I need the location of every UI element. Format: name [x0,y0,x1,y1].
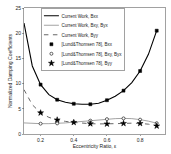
svg-text:Current Work, Byy: Current Work, Byy [61,33,98,38]
svg-text:0.4: 0.4 [70,137,77,143]
svg-text:Normalized Damping Coefficient: Normalized Damping Coefficients [7,33,13,108]
svg-text:Current Work, Bxx: Current Work, Bxx [61,14,98,19]
svg-text:0.8: 0.8 [137,137,144,143]
svg-text:10: 10 [15,80,21,86]
svg-text:[Lund&Thomsen 78], Bxy, Byx: [Lund&Thomsen 78], Bxy, Byx [61,52,122,57]
svg-text:25: 25 [15,5,21,11]
svg-text:0.2: 0.2 [37,137,44,143]
svg-text:0.6: 0.6 [103,137,110,143]
svg-text:[Lund&Thomsen 78], Byy: [Lund&Thomsen 78], Byy [61,61,112,66]
svg-text:5: 5 [18,106,21,112]
svg-text:Current Work, Bxy, Byx: Current Work, Bxy, Byx [61,23,108,28]
svg-text:Eccentricity Ratio, ε: Eccentricity Ratio, ε [73,143,117,149]
svg-text:15: 15 [15,55,21,61]
svg-text:20: 20 [15,30,21,36]
svg-text:0: 0 [18,131,21,137]
svg-text:[Lund&Thomsen 78], Bxx: [Lund&Thomsen 78], Bxx [61,42,112,47]
